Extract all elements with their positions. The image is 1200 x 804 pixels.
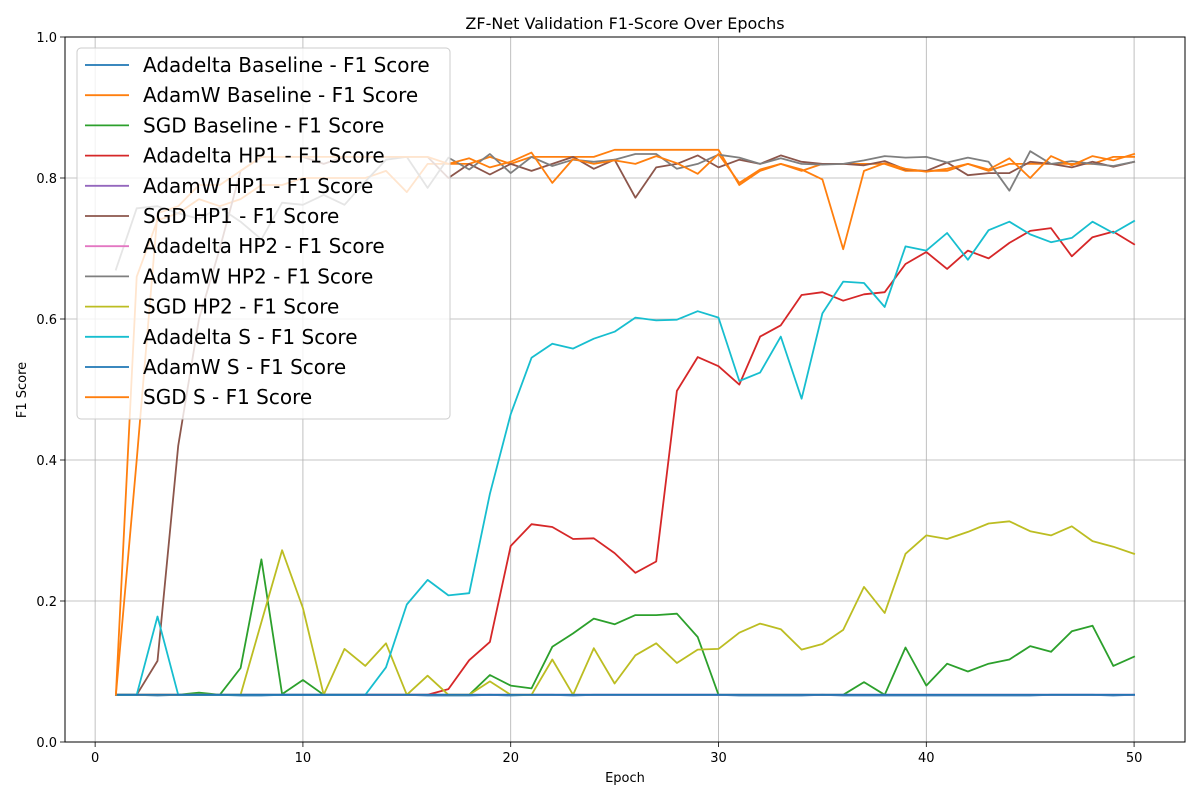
y-axis-ticks: 0.0 0.2 0.4 0.6 0.8 1.0	[36, 31, 65, 751]
legend-label-8: AdamW HP2 - F1 Score	[143, 264, 373, 288]
legend-label-7: Adadelta HP2 - F1 Score	[143, 234, 385, 258]
legend-label-9: SGD HP2 - F1 Score	[143, 295, 339, 319]
legend-label-5: AdamW HP1 - F1 Score	[143, 174, 373, 198]
chart-title: ZF-Net Validation F1-Score Over Epochs	[465, 14, 784, 33]
x-tick-label: 0	[91, 751, 99, 766]
legend: Adadelta Baseline - F1 Score AdamW Baseli…	[76, 47, 451, 420]
series-line-3	[115, 558, 1136, 696]
x-tick-label: 40	[918, 751, 935, 766]
y-tick-label: 0.2	[36, 595, 57, 610]
y-tick-label: 1.0	[36, 31, 57, 46]
legend-box	[76, 47, 451, 420]
series-line-9	[115, 520, 1136, 696]
x-tick-label: 50	[1126, 751, 1143, 766]
y-tick-label: 0.6	[36, 313, 57, 328]
plot-frame	[64, 36, 1186, 743]
y-tick-label: 0.4	[36, 454, 57, 469]
legend-label-11: AdamW S - F1 Score	[143, 355, 346, 379]
legend-label-3: SGD Baseline - F1 Score	[143, 113, 384, 137]
x-axis-ticks: 0 10 20 30 40 50	[91, 742, 1142, 766]
legend-label-12: SGD S - F1 Score	[143, 385, 312, 409]
y-tick-label: 0.8	[36, 172, 57, 187]
legend-label-4: Adadelta HP1 - F1 Score	[143, 144, 385, 168]
legend-label-6: SGD HP1 - F1 Score	[143, 204, 339, 228]
x-tick-label: 10	[295, 751, 312, 766]
legend-label-1: Adadelta Baseline - F1 Score	[143, 53, 430, 77]
x-axis-label: Epoch	[605, 771, 645, 786]
x-tick-label: 30	[710, 751, 727, 766]
x-tick-label: 20	[502, 751, 519, 766]
legend-label-2: AdamW Baseline - F1 Score	[143, 83, 418, 107]
y-tick-label: 0.0	[36, 736, 57, 751]
y-axis-label: F1 Score	[15, 362, 30, 418]
legend-label-10: Adadelta S - F1 Score	[143, 325, 358, 349]
